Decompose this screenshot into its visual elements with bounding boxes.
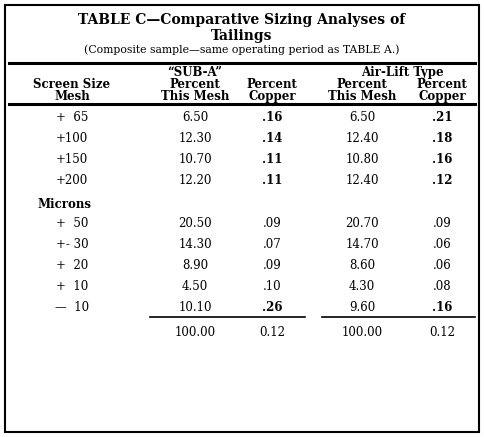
Text: —  10: — 10 (55, 301, 89, 314)
Text: 8.60: 8.60 (349, 259, 375, 272)
Text: Percent: Percent (169, 78, 220, 91)
Text: 6.50: 6.50 (349, 111, 375, 124)
Text: Air-Lift Type: Air-Lift Type (361, 66, 443, 79)
Text: .09: .09 (433, 217, 452, 230)
Text: .09: .09 (263, 259, 281, 272)
Text: .26: .26 (262, 301, 282, 314)
Text: 12.20: 12.20 (178, 174, 212, 187)
Text: 10.10: 10.10 (178, 301, 212, 314)
Text: .21: .21 (432, 111, 452, 124)
Text: 14.30: 14.30 (178, 238, 212, 251)
Text: 12.40: 12.40 (345, 174, 379, 187)
Text: 14.70: 14.70 (345, 238, 379, 251)
Text: This Mesh: This Mesh (328, 90, 396, 103)
Text: 4.50: 4.50 (182, 280, 208, 293)
Text: 20.70: 20.70 (345, 217, 379, 230)
Text: .16: .16 (432, 153, 452, 166)
Text: +  20: + 20 (56, 259, 88, 272)
Text: 4.30: 4.30 (349, 280, 375, 293)
Text: +150: +150 (56, 153, 88, 166)
Text: .12: .12 (432, 174, 452, 187)
Text: .09: .09 (263, 217, 281, 230)
Text: +200: +200 (56, 174, 88, 187)
Text: Percent: Percent (417, 78, 468, 91)
Text: +  50: + 50 (56, 217, 88, 230)
Text: Screen Size: Screen Size (33, 78, 110, 91)
Text: 8.90: 8.90 (182, 259, 208, 272)
Text: .11: .11 (262, 174, 282, 187)
Text: (Composite sample—same operating period as TABLE A.): (Composite sample—same operating period … (84, 44, 400, 55)
Text: Tailings: Tailings (211, 29, 273, 43)
Text: .11: .11 (262, 153, 282, 166)
Text: Copper: Copper (418, 90, 466, 103)
Text: Mesh: Mesh (54, 90, 90, 103)
Text: 6.50: 6.50 (182, 111, 208, 124)
Text: .16: .16 (262, 111, 282, 124)
Text: .06: .06 (433, 238, 452, 251)
Text: +  65: + 65 (56, 111, 88, 124)
Text: 100.00: 100.00 (174, 326, 215, 339)
Text: 12.40: 12.40 (345, 132, 379, 145)
Text: .18: .18 (432, 132, 452, 145)
Text: +  10: + 10 (56, 280, 88, 293)
Text: 100.00: 100.00 (341, 326, 382, 339)
Text: TABLE C—Comparative Sizing Analyses of: TABLE C—Comparative Sizing Analyses of (78, 13, 406, 27)
Text: +‐ 30: +‐ 30 (56, 238, 88, 251)
Text: .16: .16 (432, 301, 452, 314)
Text: Percent: Percent (246, 78, 298, 91)
Text: 9.60: 9.60 (349, 301, 375, 314)
Text: +100: +100 (56, 132, 88, 145)
Text: Copper: Copper (248, 90, 296, 103)
Text: 0.12: 0.12 (429, 326, 455, 339)
Text: Percent: Percent (336, 78, 387, 91)
Text: .06: .06 (433, 259, 452, 272)
Text: .14: .14 (262, 132, 282, 145)
Text: 0.12: 0.12 (259, 326, 285, 339)
Text: 10.70: 10.70 (178, 153, 212, 166)
Text: 10.80: 10.80 (345, 153, 379, 166)
Text: Microns: Microns (37, 198, 91, 211)
Text: 12.30: 12.30 (178, 132, 212, 145)
Text: .08: .08 (433, 280, 451, 293)
Text: 20.50: 20.50 (178, 217, 212, 230)
Text: This Mesh: This Mesh (161, 90, 229, 103)
Text: “SUB-A”: “SUB-A” (167, 66, 223, 79)
Text: .10: .10 (263, 280, 281, 293)
Text: .07: .07 (263, 238, 281, 251)
